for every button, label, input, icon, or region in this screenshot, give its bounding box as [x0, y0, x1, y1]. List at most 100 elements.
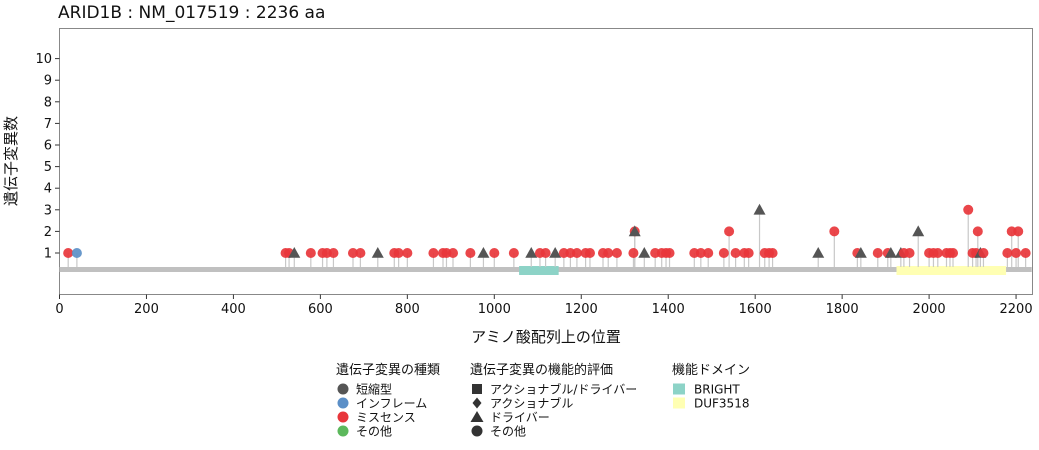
legend-label: DUF3518 — [694, 397, 749, 411]
lollipop-head-missense — [71, 248, 82, 258]
lollipop-head-truncating — [884, 247, 897, 258]
legend-label: BRIGHT — [694, 383, 740, 397]
lollipop-head-missense — [872, 248, 883, 258]
legend-swatch — [337, 397, 349, 409]
legend-swatch — [673, 397, 685, 409]
y-tick-label: 1 — [44, 247, 52, 262]
x-tick-label: 1600 — [739, 302, 772, 317]
lollipop-head-missense — [428, 248, 439, 258]
lollipop-head-missense — [1013, 226, 1024, 237]
domain-bright — [519, 266, 559, 275]
x-tick-label: 1400 — [652, 302, 685, 317]
y-tick-label: 10 — [35, 52, 52, 67]
lollipop-head-missense — [718, 248, 729, 258]
legend-swatch — [337, 411, 349, 423]
x-axis-label: アミノ酸配列上の位置 — [471, 328, 621, 346]
lollipop-head-missense — [703, 248, 714, 258]
lollipop-head-missense — [743, 248, 754, 258]
lollipop-head-truncating — [638, 247, 651, 258]
lollipop-head-truncating — [628, 225, 641, 237]
lollipop-head-missense — [972, 226, 983, 237]
lollipop-head-missense — [1002, 248, 1013, 258]
lollipop-head-missense — [611, 248, 622, 258]
y-tick-label: 8 — [44, 95, 52, 110]
legend-label: ミスセンス — [356, 411, 416, 425]
y-axis: 1 2 3 4 5 6 7 8 9 10 — [35, 52, 60, 262]
x-tick-label: 2200 — [1000, 302, 1033, 317]
lollipop-stems — [67, 209, 1027, 267]
lollipop-head-missense — [730, 248, 741, 258]
lollipop-head-missense — [1020, 248, 1031, 258]
lollipop-head-missense — [628, 248, 639, 258]
legend-title-functional-evaluation: 遺伝子変異の機能的評価 — [470, 362, 613, 378]
y-tick-label: 9 — [44, 74, 52, 89]
x-tick-label: 1200 — [565, 302, 598, 317]
x-tick-label: 800 — [395, 302, 420, 317]
lollipop-head-missense — [932, 248, 943, 258]
lollipop-head-truncating — [812, 247, 825, 258]
y-tick-label: 6 — [44, 139, 52, 154]
x-tick-label: 1000 — [478, 302, 511, 317]
legend-title-mutation-type: 遺伝子変異の種類 — [336, 362, 440, 378]
lollipop-head-missense — [664, 248, 675, 258]
lollipop-head-missense — [603, 248, 614, 258]
lollipop-head-missense — [540, 248, 551, 258]
lollipop-head-missense — [904, 248, 915, 258]
x-tick-label: 400 — [221, 302, 246, 317]
lollipop-head-missense — [402, 248, 413, 258]
plot-frame — [59, 28, 1033, 295]
lollipop-head-missense — [447, 248, 458, 258]
lollipop-head-missense — [393, 248, 404, 258]
legend-swatch — [337, 383, 349, 395]
x-tick-label: 2000 — [913, 302, 946, 317]
legend-label: その他 — [490, 425, 526, 439]
chart-title: ARID1B : NM_017519 : 2236 aa — [58, 3, 325, 23]
lollipop-head-missense — [328, 248, 339, 258]
lollipop-head-missense — [584, 248, 595, 258]
x-axis: 0 200 400 600 800 1000 1200 1400 1600 1800 2000 220… — [55, 294, 1033, 317]
domain-duf3518 — [896, 266, 1007, 275]
legend-label: 短縮型 — [356, 382, 392, 397]
x-tick-label: 200 — [134, 302, 159, 317]
lollipop-head-missense — [489, 248, 500, 258]
y-axis-label: 遺伝子変異数 — [2, 116, 20, 206]
lollipop-head-missense — [963, 204, 974, 215]
lollipop-head-truncating — [288, 247, 301, 258]
legend-swatch — [337, 425, 349, 437]
lollipop-head-missense — [724, 226, 735, 237]
lollipop-head-truncating — [912, 225, 925, 237]
y-tick-label: 7 — [44, 117, 52, 132]
legend-label: アクショナブル/ドライバー — [490, 382, 637, 397]
y-tick-label: 2 — [44, 225, 52, 240]
lollipop-head-missense — [347, 248, 358, 258]
y-tick-label: 3 — [44, 203, 52, 218]
x-tick-label: 600 — [308, 302, 333, 317]
lollipop-head-missense — [508, 248, 519, 258]
legend-label: その他 — [356, 425, 392, 439]
x-tick-label: 1800 — [826, 302, 859, 317]
lollipop-head-missense — [305, 248, 316, 258]
lollipop-head-missense — [767, 248, 778, 258]
x-tick-label: 0 — [55, 302, 63, 317]
lollipop-head-truncating — [525, 247, 538, 258]
lollipop-head-missense — [1011, 248, 1022, 258]
legend-triangle-icon — [470, 411, 484, 422]
lollipop-head-missense — [978, 248, 989, 258]
lollipop-head-truncating — [371, 247, 384, 258]
lollipop-head-missense — [571, 248, 582, 258]
lollipop-head-missense — [948, 248, 959, 258]
y-tick-label: 5 — [44, 160, 52, 175]
legend-label: ドライバー — [490, 411, 550, 425]
lollipop-head-missense — [465, 248, 476, 258]
legend-diamond-icon — [472, 397, 482, 409]
legend-label: インフレーム — [356, 397, 427, 411]
lollipop-head-truncating — [477, 247, 490, 258]
legend-swatch — [673, 383, 685, 395]
lollipop-heads — [63, 203, 1031, 258]
legend-square-icon — [472, 384, 482, 394]
lollipop-head-truncating — [854, 247, 867, 258]
legend-title-domain: 機能ドメイン — [672, 363, 750, 378]
lollipop-head-missense — [63, 248, 74, 258]
